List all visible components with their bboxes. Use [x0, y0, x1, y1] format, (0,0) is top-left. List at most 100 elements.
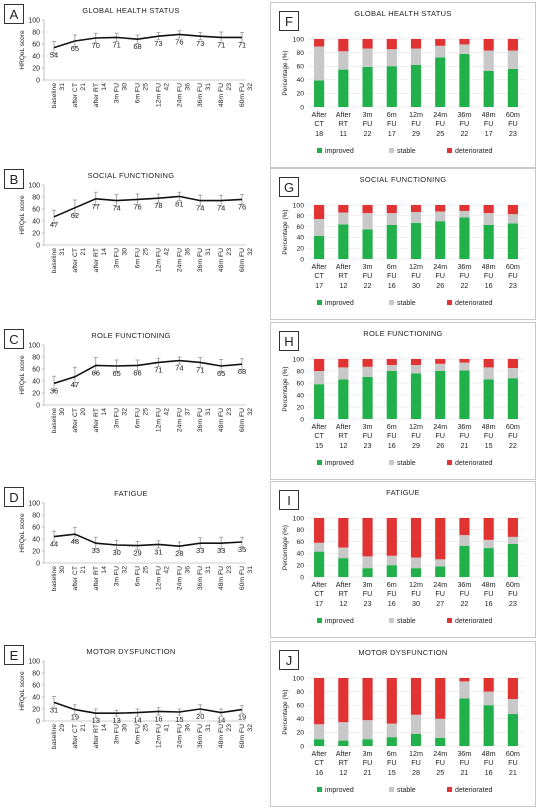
data-label: 33	[217, 546, 225, 555]
legend-label: improved	[325, 787, 354, 794]
chart-title: SOCIAL FUNCTIONING	[359, 175, 447, 184]
bar-segment-stable	[338, 367, 349, 380]
n-label: 31	[205, 566, 212, 574]
bar-segment-improved	[314, 739, 325, 746]
x-tick-label: 24m FU	[176, 83, 183, 107]
n-label: 31	[205, 248, 212, 256]
y-tick-label: 0	[36, 402, 40, 409]
y-tick-label: 40	[32, 694, 40, 701]
data-label: 73	[196, 39, 204, 48]
bar-segment-stable	[386, 213, 397, 225]
y-tick-label: 0	[36, 242, 40, 249]
x-tick-label: 48m FU	[218, 566, 225, 590]
x-tick-label: FU	[387, 119, 397, 128]
n-label: 32	[247, 724, 254, 732]
x-tick-label: FU	[484, 589, 494, 598]
data-label: 31	[50, 705, 58, 714]
panel-letter: B	[4, 169, 24, 189]
y-tick-label: 40	[296, 235, 304, 242]
x-tick-group: 60m FU 32	[239, 724, 254, 748]
x-tick-label: after CT	[72, 83, 79, 108]
y-tick-label: 80	[296, 527, 304, 534]
y-tick-label: 80	[32, 670, 40, 677]
x-tick-group: 48m FU 23	[218, 408, 233, 432]
data-label: 74	[196, 204, 204, 213]
data-label: 14	[133, 716, 141, 725]
bar-segment-improved	[338, 69, 349, 107]
bar-segment-deteriorated	[507, 359, 518, 368]
chart-panel-h: H ROLE FUNCTIONING 0 20 40 60 80 100 Percentage …	[270, 322, 536, 480]
x-tick-label: 36m FU	[197, 408, 204, 432]
bar-segment-improved	[483, 70, 494, 107]
x-tick-label: 3m	[363, 262, 373, 271]
n-label: 21	[80, 566, 87, 574]
x-tick-group: 36m FU 31	[197, 408, 212, 432]
x-tick-label: CT	[314, 431, 324, 440]
legend-swatch-deteriorated	[447, 787, 452, 792]
y-axis-label: HRQoL score	[19, 513, 26, 553]
bar-segment-deteriorated	[386, 39, 397, 50]
y-tick-label: 20	[32, 230, 40, 237]
chart-panel-g: G SOCIAL FUNCTIONING 0 20 40 60 80 100 Percentag…	[270, 168, 536, 320]
n-label: 16	[388, 599, 396, 608]
data-label: 16	[154, 714, 162, 723]
bar-segment-improved	[386, 565, 397, 577]
y-tick-label: 20	[296, 246, 304, 253]
x-tick-label: 6m	[387, 262, 397, 271]
n-label: 22	[509, 441, 517, 450]
n-label: 22	[460, 599, 468, 608]
n-label: 29	[59, 724, 66, 732]
n-label: 42	[163, 248, 170, 256]
x-tick-label: After	[336, 580, 352, 589]
legend-swatch-deteriorated	[447, 148, 452, 153]
y-tick-label: 80	[32, 354, 40, 361]
legend-swatch-stable	[389, 787, 394, 792]
data-label: 74	[175, 364, 183, 373]
x-tick-label: FU	[435, 758, 445, 767]
bar-segment-stable	[314, 46, 325, 81]
x-tick-label: 24m	[433, 580, 447, 589]
x-tick-group: after RT 14	[93, 248, 108, 273]
n-label: 36	[184, 83, 191, 91]
x-tick-group: 60m FU 32	[239, 408, 254, 432]
bar-segment-improved	[314, 235, 325, 259]
x-tick-group: 60m FU 32	[239, 248, 254, 272]
data-label: 68	[238, 367, 246, 376]
data-label: 76	[238, 202, 246, 211]
bar-segment-improved	[410, 64, 422, 107]
x-tick-group: 6m FU 25	[135, 83, 150, 104]
x-tick-label: after RT	[93, 408, 100, 432]
chart-panel-f: F GLOBAL HEALTH STATUS 0 20 40 60 80 100 Percent…	[270, 2, 536, 168]
x-tick-label: 12m FU	[155, 566, 162, 590]
x-tick-group: 12m FU 41	[155, 724, 170, 748]
data-label: 71	[196, 365, 204, 374]
x-tick-group: 3m FU 30	[114, 248, 129, 269]
x-tick-group: baseline 30	[51, 408, 66, 434]
n-label: 26	[436, 281, 444, 290]
n-label: 42	[163, 566, 170, 574]
bar-segment-improved	[386, 224, 397, 259]
n-label: 16	[485, 599, 493, 608]
x-tick-group: baseline 31	[51, 248, 66, 274]
x-tick-label: 48m FU	[218, 724, 225, 748]
n-label: 41	[163, 724, 170, 732]
n-label: 21	[80, 724, 87, 732]
n-label: 11	[340, 129, 347, 138]
n-label: 23	[364, 599, 372, 608]
bar-segment-deteriorated	[338, 678, 349, 723]
n-label: 25	[143, 566, 150, 574]
x-tick-label: 36m FU	[197, 566, 204, 590]
legend-swatch-improved	[317, 300, 322, 305]
x-tick-group: 6m FU 25	[135, 724, 150, 745]
data-label: 31	[154, 547, 162, 556]
bar-segment-improved	[435, 566, 446, 577]
x-tick-label: After	[336, 749, 352, 758]
n-label: 25	[143, 724, 150, 732]
n-label: 15	[485, 441, 493, 450]
x-tick-group: 12m FU 42	[155, 83, 170, 107]
x-tick-label: FU	[484, 271, 494, 280]
y-tick-label: 60	[296, 380, 304, 387]
